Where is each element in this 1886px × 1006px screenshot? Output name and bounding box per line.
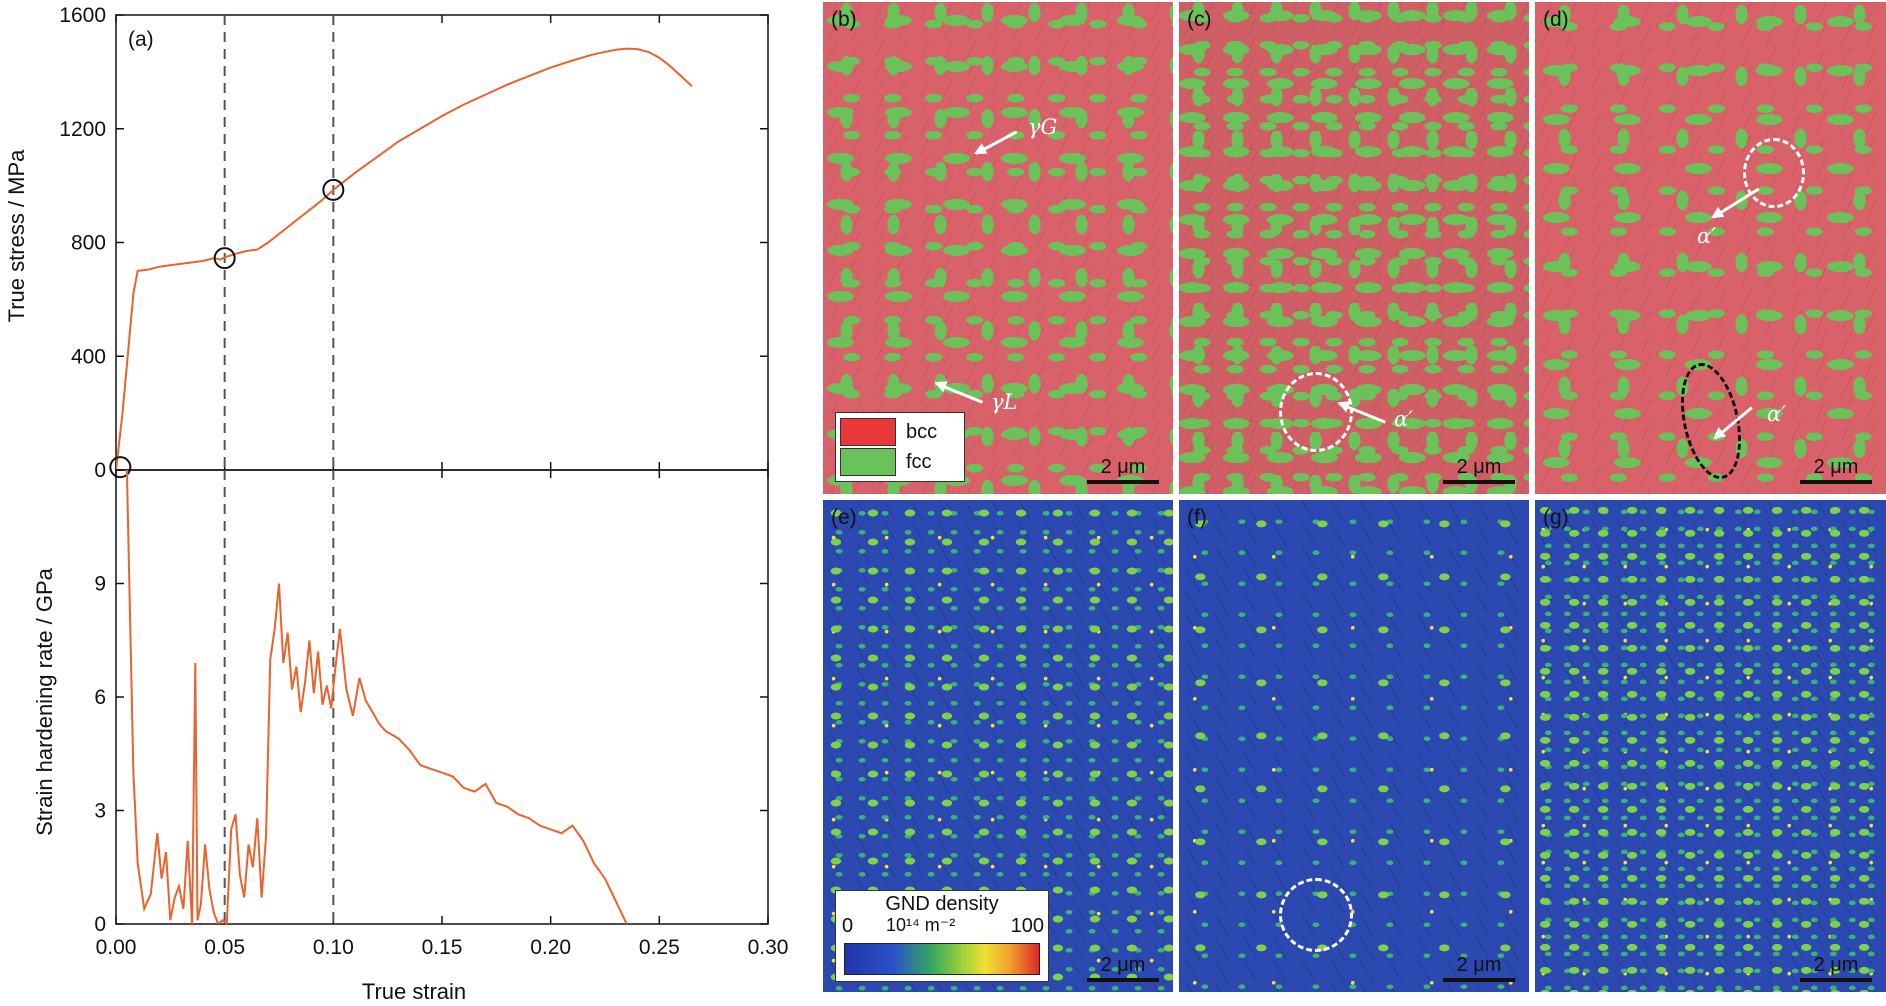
x-tick-label: 0.05 <box>204 936 245 959</box>
alpha-prime-label-upper: α′ <box>1697 224 1716 248</box>
series-line-1-0 <box>125 470 628 924</box>
y-tick-label: 9 <box>94 573 106 596</box>
alpha-prime-arrow-upper <box>1712 187 1760 219</box>
strain-xlabel: True strain <box>362 979 466 1004</box>
y-tick-label: 400 <box>71 345 106 368</box>
alpha-prime-label: α′ <box>1394 407 1413 431</box>
phase-map-c: (c) α′ 2 μm <box>1179 2 1529 494</box>
gamma-g-arrow <box>975 130 1018 155</box>
y-tick-label: 1600 <box>59 4 106 27</box>
alpha-prime-ring-lower <box>1671 357 1751 485</box>
colorbar-unit: 10¹⁴ m⁻² <box>886 915 956 935</box>
gnd-ring <box>1279 878 1353 952</box>
scale-bar-e: 2 μm <box>1087 954 1159 982</box>
panel-label-a: (a) <box>128 28 154 51</box>
scale-bar-g: 2 μm <box>1800 954 1872 982</box>
alpha-prime-ring-upper <box>1743 138 1805 208</box>
stress-axes: 0 400 800 1200 1600 <box>59 4 769 482</box>
phase-legend: bcc fcc <box>835 412 965 482</box>
series-line-0-0 <box>116 47 693 470</box>
gamma-l-label: γL <box>991 390 1018 414</box>
panel-label-f: (f) <box>1187 506 1207 529</box>
plot-frame-1 <box>115 469 769 925</box>
stress-strain-chart: 0 400 800 1200 1600 0 3 6 9 0.00 0.05 0.10 0.15 0.20… <box>4 4 789 1004</box>
scale-bar-d: 2 μm <box>1800 456 1872 484</box>
fcc-swatch <box>840 448 896 476</box>
data-point-marker <box>213 247 236 270</box>
panel-label-g: (g) <box>1543 506 1569 529</box>
phase-map-d: (d) α′ α′ 2 μm <box>1535 2 1886 494</box>
gamma-g-label: γG <box>1028 115 1058 139</box>
panel-label-d: (d) <box>1543 8 1569 31</box>
y-tick-label: 6 <box>94 686 106 709</box>
panel-label-c: (c) <box>1187 8 1212 31</box>
colorbar-title: GND density <box>885 893 999 915</box>
x-tick-label: 0.15 <box>422 936 463 959</box>
legend-item-fcc: fcc <box>840 447 960 477</box>
plot-frame-0 <box>115 14 769 471</box>
x-tick-label: 0.20 <box>530 936 571 959</box>
x-tick-label: 0.25 <box>639 936 680 959</box>
fcc-label: fcc <box>906 450 932 473</box>
data-point-marker <box>322 178 345 201</box>
x-tick-label: 0.30 <box>748 936 789 959</box>
phase-map-b: (b) γG γL bcc fcc 2 μm <box>823 2 1173 494</box>
panel-label-b: (b) <box>831 8 857 31</box>
stress-ylabel: True stress / MPa <box>4 149 29 323</box>
panel-label-e: (e) <box>831 506 857 529</box>
bcc-swatch <box>840 418 896 446</box>
alpha-prime-ring <box>1279 372 1353 452</box>
gnd-colorbar: GND density 0 10¹⁴ m⁻² 100 <box>835 890 1049 982</box>
scale-bar-c: 2 μm <box>1443 456 1515 484</box>
y-tick-label: 0 <box>94 913 106 936</box>
micrograph-grid: (b) γG γL bcc fcc 2 μm (c) α′ 2 μm (d) α… <box>823 2 1886 992</box>
y-tick-label: 800 <box>71 232 106 255</box>
colorbar-max: 100 <box>1010 915 1044 937</box>
y-tick-label: 1200 <box>59 118 106 141</box>
bcc-label: bcc <box>906 420 938 443</box>
x-tick-label: 0.10 <box>313 936 354 959</box>
gnd-map-g: (g) 2 μm <box>1535 500 1886 992</box>
scale-bar-b: 2 μm <box>1087 456 1159 484</box>
alpha-prime-label-lower: α′ <box>1767 402 1786 426</box>
gnd-map-e: (e) GND density 0 10¹⁴ m⁻² 100 2 μm <box>823 500 1173 992</box>
y-tick-label: 3 <box>94 800 106 823</box>
legend-item-bcc: bcc <box>840 417 960 447</box>
hardening-ylabel: Strain hardening rate / GPa <box>32 567 57 836</box>
colorbar-gradient <box>844 943 1040 975</box>
scale-bar-f: 2 μm <box>1443 954 1515 982</box>
y-tick-label: 0 <box>94 459 106 482</box>
hardening-rate-axes: 0 3 6 9 0.00 0.05 0.10 0.15 0.20 0.25 0.30 <box>94 469 789 959</box>
data-point-marker <box>109 456 132 479</box>
gamma-l-arrow <box>935 382 983 404</box>
gnd-map-f: (f) 2 μm <box>1179 500 1529 992</box>
colorbar-min: 0 <box>842 915 854 937</box>
x-tick-label: 0.00 <box>96 936 137 959</box>
